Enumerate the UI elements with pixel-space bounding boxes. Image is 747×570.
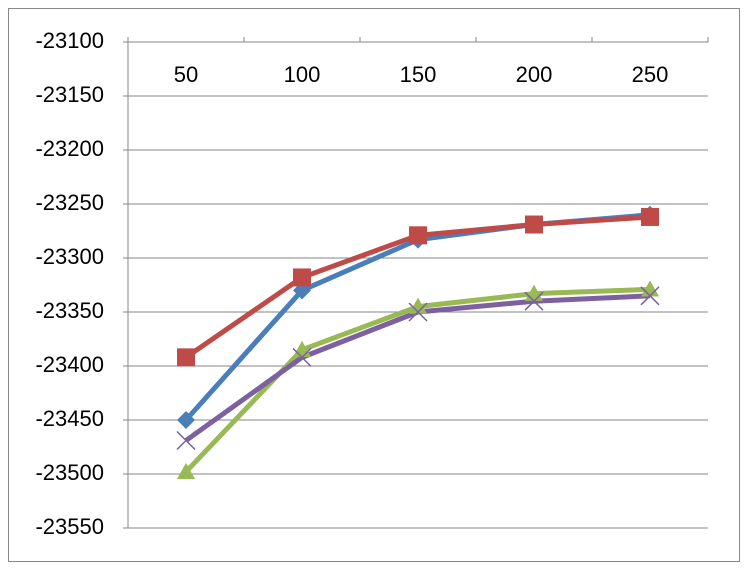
x-tick-label: 50 — [174, 62, 198, 87]
marker — [641, 207, 659, 226]
y-tick-label: -23250 — [35, 190, 104, 215]
y-tick-label: -23450 — [35, 406, 104, 431]
marker — [525, 215, 543, 234]
marker — [409, 226, 427, 245]
y-tick-label: -23350 — [35, 298, 104, 323]
x-tick-label: 200 — [516, 62, 553, 87]
marker — [292, 347, 312, 367]
marker — [640, 286, 660, 306]
marker — [408, 302, 428, 322]
marker — [524, 291, 544, 311]
y-tick-label: -23400 — [35, 352, 104, 377]
marker — [641, 280, 659, 297]
x-tick-label: 150 — [400, 62, 437, 87]
x-tick-label: 100 — [284, 62, 321, 87]
marker — [177, 411, 195, 429]
y-tick-label: -23300 — [35, 244, 104, 269]
y-tick-label: -23550 — [35, 514, 104, 539]
y-tick-label: -23500 — [35, 460, 104, 485]
marker — [409, 297, 427, 314]
marker — [293, 268, 311, 287]
y-tick-label: -23150 — [35, 82, 104, 107]
marker — [176, 430, 196, 451]
y-tick-label: -23200 — [35, 136, 104, 161]
marker — [177, 462, 195, 480]
marker — [177, 348, 195, 367]
x-tick-label: 250 — [632, 62, 669, 87]
chart-border — [8, 8, 740, 562]
y-tick-label: -23100 — [35, 28, 104, 53]
